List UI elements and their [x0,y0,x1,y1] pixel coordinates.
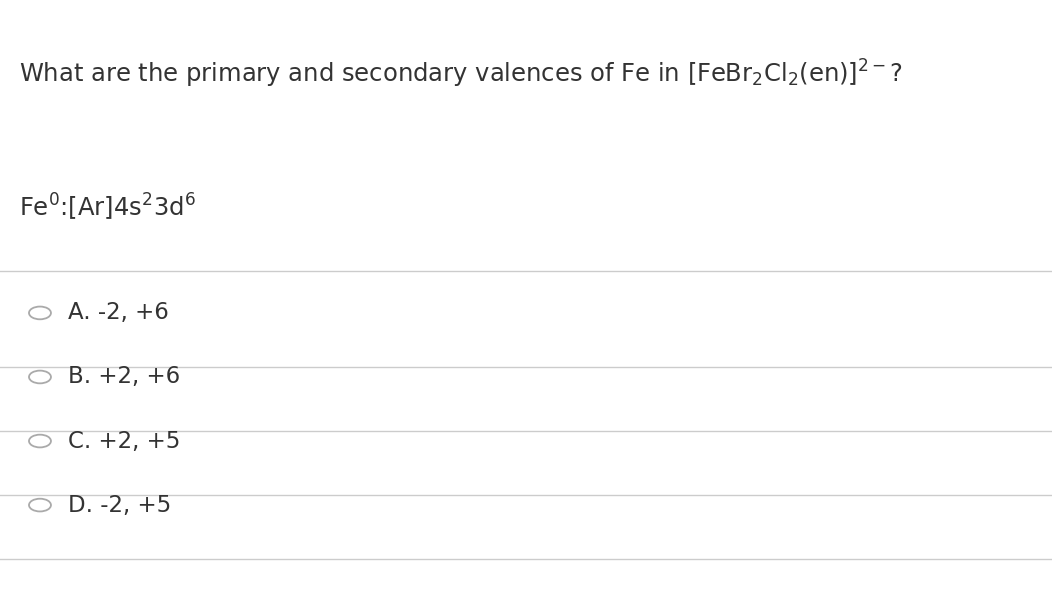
Text: A. -2, +6: A. -2, +6 [68,301,169,325]
Text: B. +2, +6: B. +2, +6 [68,365,181,389]
Text: C. +2, +5: C. +2, +5 [68,429,181,453]
Text: D. -2, +5: D. -2, +5 [68,493,171,517]
Text: What are the primary and secondary valences of Fe in [FeBr$_2$Cl$_2$(en)]$^{2-}$: What are the primary and secondary valen… [19,58,903,90]
Text: Fe$^0$:[Ar]4s$^2$3d$^6$: Fe$^0$:[Ar]4s$^2$3d$^6$ [19,192,196,223]
